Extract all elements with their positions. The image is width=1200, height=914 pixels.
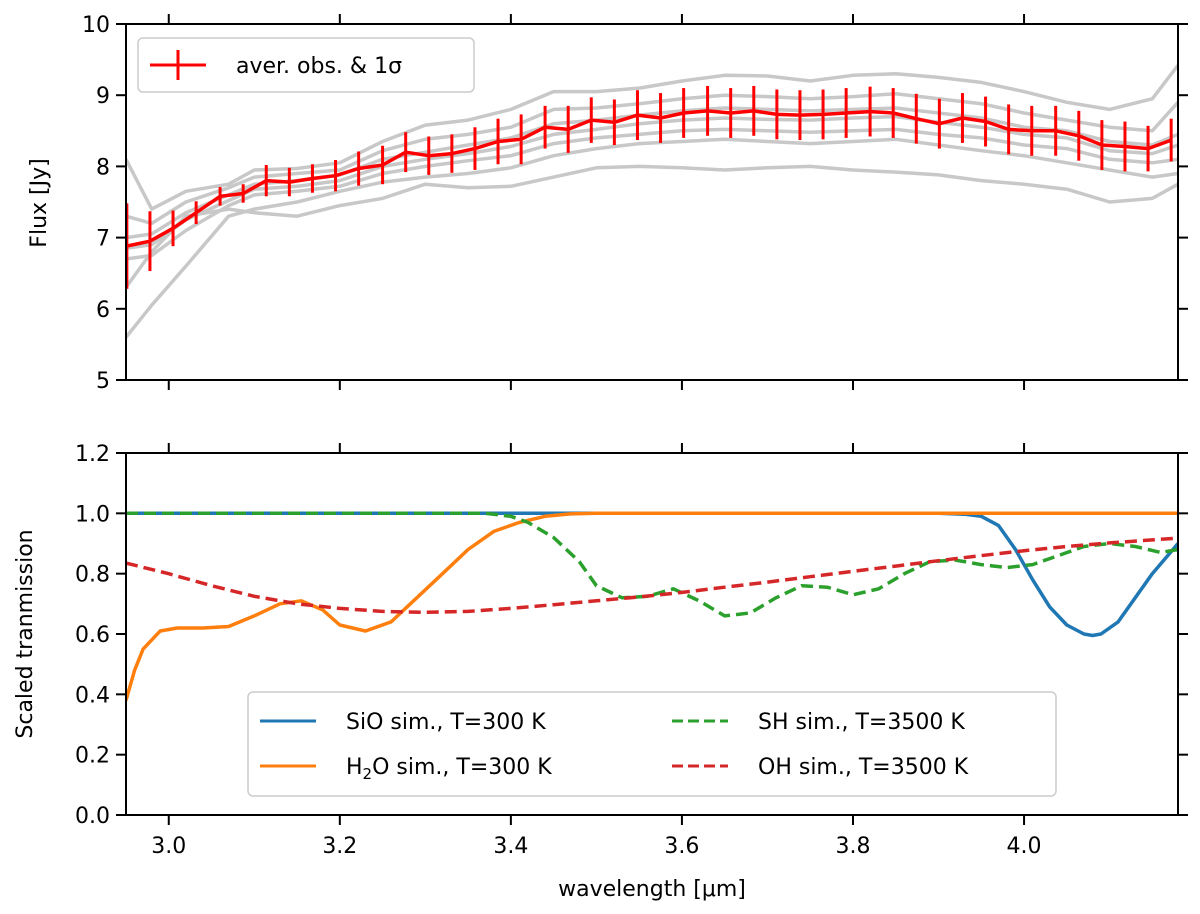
flux-legend-label: aver. obs. & 1σ [236, 54, 402, 79]
flux-plot-area [126, 64, 1178, 339]
flux-legend-box [137, 37, 475, 93]
flux-axes-frame [125, 23, 1179, 381]
flux-y-tick-label: 8 [96, 155, 110, 180]
series-line [126, 511, 1178, 638]
flux-y-tick-label: 6 [96, 298, 110, 323]
series-line [126, 511, 1178, 701]
legend-label-h2o-rest: O sim., T=300 K [372, 755, 552, 780]
individual-spectrum-line [126, 106, 1178, 240]
transmission-x-tick-label: 3.0 [151, 834, 186, 859]
x-axis-title: wavelength [μm] [558, 877, 746, 902]
transmission-x-tick-label: 3.8 [835, 834, 870, 859]
average-spectrum-line [126, 109, 1172, 248]
transmission-y-tick-label: 1.0 [75, 502, 110, 527]
series-line [126, 511, 1178, 618]
transmission-y-tick-label: 0.0 [75, 804, 110, 829]
flux-panel: 5 6 7 8 9 10 [82, 13, 1188, 394]
individual-spectrum-line [126, 64, 1178, 211]
legend-label-sh: SH sim., T=3500 K [758, 710, 965, 735]
flux-legend: aver. obs. & 1σ [137, 37, 475, 93]
legend-label-h2o: H2O sim., T=300 K [346, 755, 552, 783]
individual-spectrum-line [126, 164, 1178, 289]
transmission-legend-box [247, 691, 1057, 797]
flux-y-tick-label: 9 [96, 84, 110, 109]
flux-y-tick-label: 7 [96, 227, 110, 252]
transmission-x-tick-label: 3.6 [664, 834, 699, 859]
transmission-x-tick-label: 3.2 [322, 834, 357, 859]
flux-y-tick-label: 5 [96, 369, 110, 394]
legend-label-sio: SiO sim., T=300 K [346, 710, 546, 735]
series-line [126, 536, 1178, 615]
legend-label-h2o-sub: 2 [363, 765, 373, 783]
legend-label-h2o-base: H [346, 755, 363, 780]
transmission-y-tick-label: 1.2 [75, 442, 110, 467]
flux-y-tick-label: 10 [82, 13, 110, 38]
transmission-legend: SiO sim., T=300 K H2O sim., T=300 K SH s… [247, 691, 1057, 797]
transmission-x-tick-label: 4.0 [1007, 834, 1042, 859]
individual-spectrum-line [126, 127, 1178, 261]
transmission-panel: 3.0 3.2 3.4 3.6 3.8 4.0 0.0 0.2 0.4 0.6 0.8 1.0 1.2 [75, 442, 1188, 859]
transmission-y-tick-label: 0.6 [75, 623, 110, 648]
transmission-plot-area [126, 511, 1178, 701]
bottom-y-axis-title: Scaled tranmission [13, 529, 38, 738]
transmission-y-tick-label: 0.2 [75, 744, 110, 769]
top-y-axis-title: Flux [Jy] [27, 158, 52, 247]
transmission-x-tick-label: 3.4 [493, 834, 528, 859]
transmission-y-tick-label: 0.8 [75, 563, 110, 588]
legend-label-oh: OH sim., T=3500 K [758, 755, 969, 780]
transmission-y-tick-label: 0.4 [75, 683, 110, 708]
